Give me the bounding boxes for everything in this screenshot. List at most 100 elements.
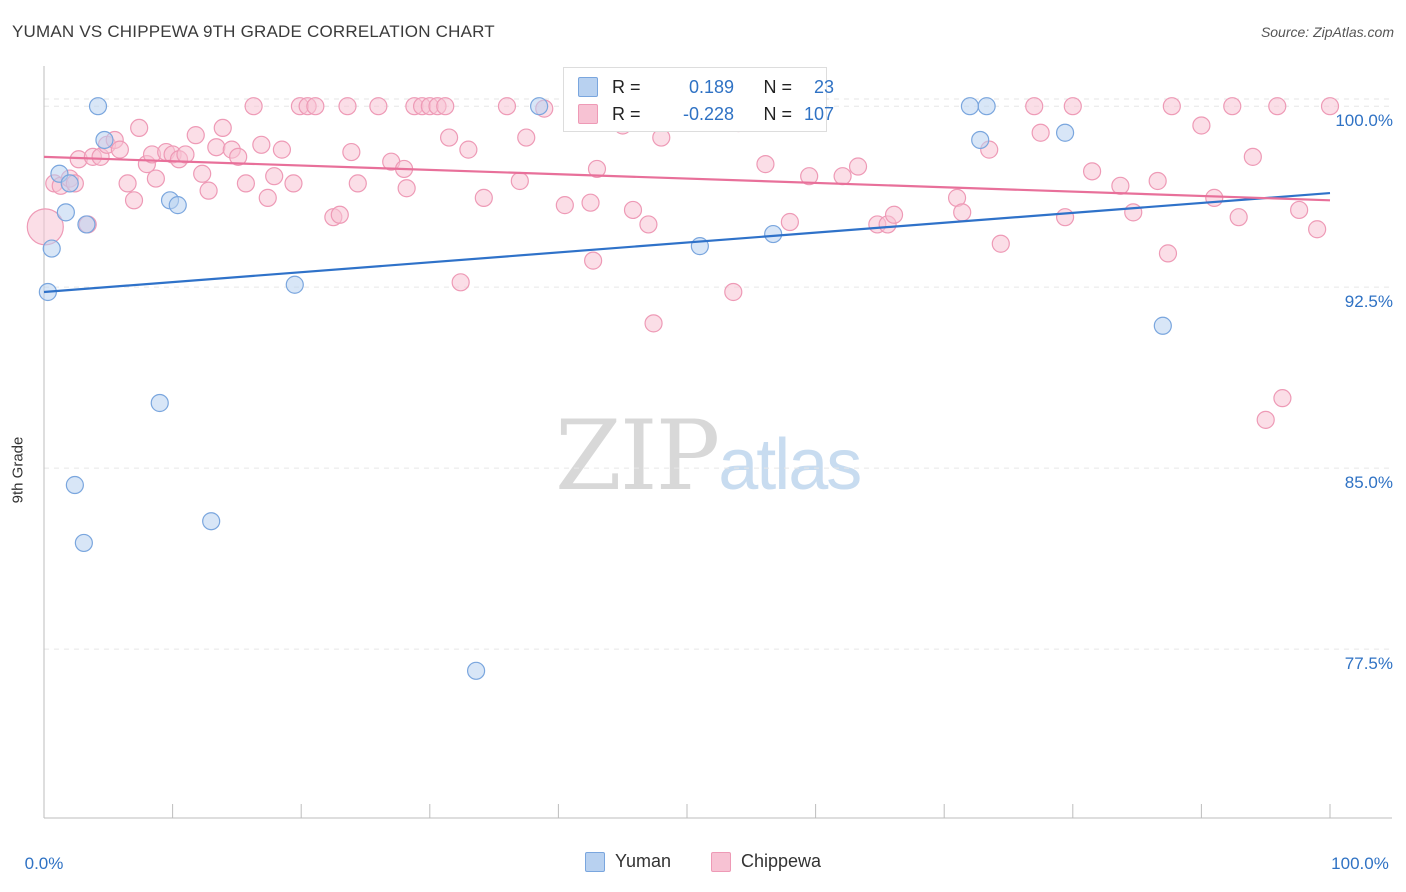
chippewa-n-value: 107 [803,103,834,124]
chippewa-point [1148,171,1167,191]
chippewa-point [1320,97,1340,116]
chippewa-point [1229,208,1248,227]
y-tick-label: 92.5% [1345,292,1393,311]
x-tick-label-max: 100.0% [1331,854,1389,873]
yuman-point [285,275,304,294]
chippewa-point [284,174,303,193]
chippewa-point [459,140,478,159]
chippewa-point [1082,162,1102,181]
chippewa-point [186,126,205,145]
yuman-point [530,97,549,116]
chippewa-point [229,147,248,166]
chippewa-point [724,282,743,302]
legend-chippewa-label: Chippewa [740,851,822,871]
yuman-point [42,239,61,258]
chippewa-swatch [578,104,598,124]
source-credit: Source: ZipAtlas.com [1260,24,1394,40]
chippewa-point [1158,244,1178,263]
chippewa-point [146,169,165,188]
chippewa-point [236,174,256,193]
legend-yuman-label: Yuman [614,851,671,871]
watermark: ZIPatlas [555,400,862,512]
chippewa-r-value: -0.228 [682,103,734,124]
chippewa-point [510,171,529,191]
yuman-swatch [578,77,598,97]
legend-chippewa-swatch [710,851,731,872]
yuman-point [88,97,108,116]
stats-row-chippewa: R = -0.228 N = 107 [578,103,834,125]
chippewa-point [130,118,149,138]
yuman-point [764,224,783,244]
y-tick-label: 77.5% [1345,654,1393,673]
chippewa-point [953,203,972,222]
chippewa-point [1111,176,1130,195]
chippewa-point [555,196,574,215]
legend: Yuman Chippewa [0,851,1406,872]
yuman-point [150,393,169,413]
chippewa-point [800,167,819,186]
chippewa-point [1162,97,1181,116]
chippewa-point [639,215,658,234]
yuman-point [1055,123,1075,142]
chippewa-point [176,145,195,164]
chippewa-point [1290,200,1309,220]
stats-row-yuman: R = 0.189 N = 23 [578,76,834,98]
chippewa-point [118,174,137,193]
chippewa-point [265,167,284,186]
chippewa-point [110,140,129,159]
chippewa-point [1243,147,1262,166]
x-tick-label-min: 0.0% [25,854,64,873]
yuman-point [65,475,84,495]
chippewa-trend-line [43,155,1331,202]
chippewa-point [1063,97,1082,116]
chippewa-point [1025,97,1044,116]
yuman-n-label: N = [763,76,792,97]
chippewa-point [1205,188,1224,207]
chippewa-point [474,188,493,207]
chippewa-point [1256,410,1275,429]
chippewa-point [330,205,349,224]
chippewa-point [517,128,536,147]
chippewa-point [1268,97,1287,116]
chippewa-point [581,193,600,212]
chippewa-point [1308,220,1327,239]
chippewa-point [1055,208,1075,227]
yuman-point [466,661,486,680]
yuman-point [971,130,990,150]
chart-title: YUMAN VS CHIPPEWA 9TH GRADE CORRELATION … [12,22,495,41]
chippewa-point [397,179,416,198]
yuman-point [95,130,114,150]
chippewa-point [369,97,388,116]
yuman-point [77,215,96,234]
chippewa-point [348,174,367,193]
chippewa-point [756,155,775,174]
chippewa-point [252,135,271,154]
chippewa-point [1124,203,1143,222]
watermark-zip: ZIP [555,400,720,512]
chippewa-point [884,205,904,224]
chippewa-point [1223,97,1242,116]
watermark-atlas: atlas [718,425,862,505]
chippewa-point [451,273,470,292]
chippewa-point [439,128,459,147]
chippewa-point [272,140,292,159]
yuman-trend-line [43,191,1331,294]
chippewa-n-label: N = [763,103,792,124]
chippewa-point [436,97,455,116]
chippewa-point [497,97,517,116]
chippewa-point [623,200,643,220]
chippewa-point [991,234,1010,253]
chippewa-point [780,212,799,232]
chippewa-point [1192,116,1211,135]
chippewa-point [584,251,603,270]
yuman-r-label: R = [612,76,641,97]
chippewa-point [213,118,232,138]
yuman-point [60,174,79,193]
chippewa-point [338,97,357,116]
stats-box: R = 0.189 N = 23 R = -0.228 N = 107 [563,67,834,132]
y-tick-label: 85.0% [1345,473,1393,492]
chippewa-point [258,188,277,207]
chippewa-point [833,167,852,186]
chippewa-point [193,164,212,183]
chippewa-point [848,157,868,176]
